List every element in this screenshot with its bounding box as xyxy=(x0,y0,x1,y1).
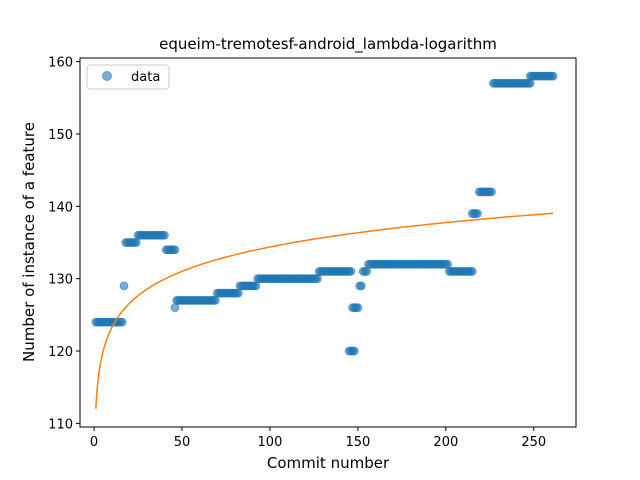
data-point xyxy=(211,295,220,305)
chart-title: equeim-tremotesf-android_lambda-logarith… xyxy=(159,35,497,54)
y-tick-label: 110 xyxy=(48,417,73,432)
data-point xyxy=(251,281,261,291)
data-point xyxy=(525,78,535,88)
x-tick-label: 100 xyxy=(258,435,283,450)
legend-label-data: data xyxy=(131,70,160,85)
y-tick-label: 120 xyxy=(48,345,73,360)
data-point xyxy=(117,317,127,327)
data-point xyxy=(170,245,180,255)
legend-marker-data xyxy=(102,71,112,81)
data-point xyxy=(357,281,366,291)
data-point xyxy=(548,71,558,81)
x-tick-label: 250 xyxy=(521,435,546,450)
x-axis-ticks: 0 50 100 150 200 250 xyxy=(90,427,546,450)
y-tick-label: 130 xyxy=(48,273,73,288)
x-tick-label: 50 xyxy=(174,435,191,450)
x-tick-label: 0 xyxy=(90,435,98,450)
x-tick-label: 150 xyxy=(345,435,370,450)
data-point xyxy=(467,267,477,276)
legend-box xyxy=(86,64,170,90)
x-axis-label: Commit number xyxy=(267,454,390,472)
data-points xyxy=(91,71,558,356)
data-point xyxy=(353,303,363,313)
data-point xyxy=(119,281,129,291)
data-point xyxy=(487,187,496,197)
data-point xyxy=(349,346,359,356)
data-point xyxy=(160,230,169,240)
fit-curve-layer xyxy=(95,212,554,409)
data-point xyxy=(170,303,180,313)
data-point xyxy=(362,267,372,276)
data-point xyxy=(131,238,141,247)
data-point xyxy=(233,288,243,298)
y-tick-label: 140 xyxy=(48,200,73,215)
y-tick-label: 150 xyxy=(48,128,73,143)
y-tick-label: 160 xyxy=(48,56,73,71)
plot-area-frame xyxy=(79,57,577,428)
data-point xyxy=(473,209,482,218)
fit-curve xyxy=(95,212,554,409)
legend: data xyxy=(86,64,170,90)
x-tick-label: 200 xyxy=(433,435,458,450)
data-point xyxy=(443,259,453,269)
data-point xyxy=(346,267,356,276)
y-axis-ticks: 110 120 130 140 150 160 xyxy=(48,56,80,432)
y-axis-label: Number of instance of a feature xyxy=(20,122,38,362)
data-point xyxy=(313,274,322,284)
